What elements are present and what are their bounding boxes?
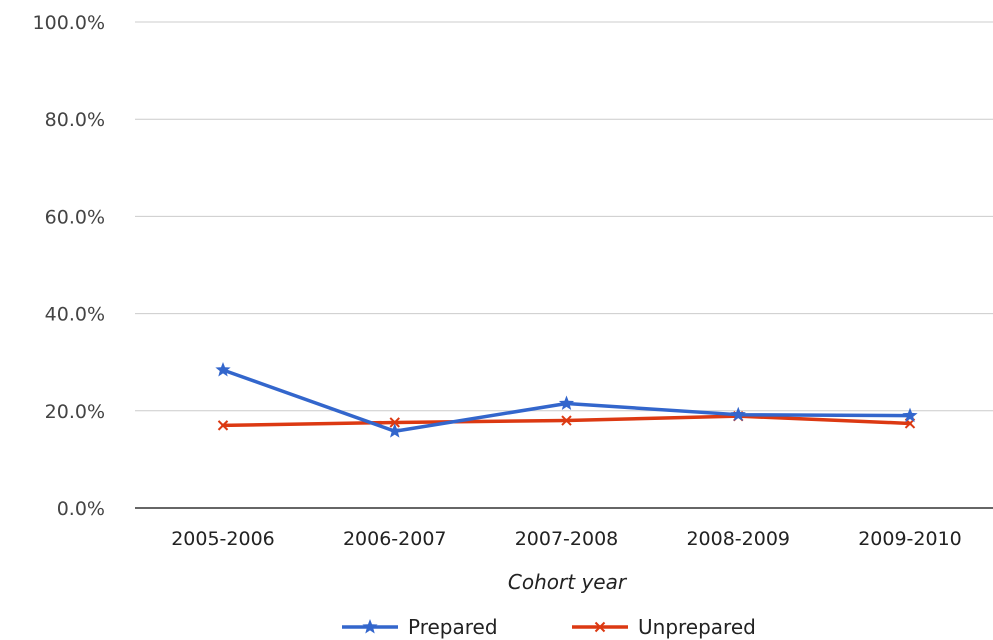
data-point-unprepared	[217, 420, 229, 431]
x-axis-ticks: 2005-2006 2006-2007 2007-2008 2008-2009 2009…	[171, 528, 962, 550]
x-axis-title: Cohort year	[508, 570, 628, 594]
y-tick-label: 20.0%	[45, 401, 105, 423]
y-tick-label: 40.0%	[45, 304, 105, 326]
x-tick-label: 2005-2006	[171, 528, 275, 550]
data-point-unprepared	[561, 415, 572, 426]
x-tick-label: 2009-2010	[858, 528, 962, 550]
data-point-prepared	[558, 395, 575, 410]
y-tick-label: 0.0%	[57, 498, 105, 520]
series-prepared	[215, 361, 918, 438]
y-tick-label: 100.0%	[33, 12, 105, 34]
legend-label-unprepared: Unprepared	[638, 615, 756, 639]
data-point-prepared	[215, 361, 231, 377]
data-point-prepared	[902, 407, 918, 423]
legend-marker-prepared	[362, 619, 378, 634]
x-tick-label: 2006-2007	[343, 528, 447, 550]
series-group	[215, 361, 918, 438]
y-tick-label: 60.0%	[45, 206, 105, 228]
data-point-prepared	[730, 406, 746, 422]
x-tick-label: 2007-2008	[515, 528, 619, 550]
legend: Prepared Unprepared	[342, 615, 756, 639]
data-point-unprepared	[389, 417, 400, 428]
data-point-prepared	[387, 423, 403, 438]
y-axis-ticks: 0.0% 20.0% 40.0% 60.0% 80.0% 100.0%	[33, 12, 105, 520]
legend-item-prepared: Prepared	[342, 615, 498, 639]
y-tick-label: 80.0%	[45, 109, 105, 131]
legend-marker-unprepared	[594, 621, 606, 633]
legend-item-unprepared: Unprepared	[572, 615, 756, 639]
legend-label-prepared: Prepared	[408, 615, 498, 639]
x-tick-label: 2008-2009	[686, 528, 790, 550]
gridlines	[135, 21, 993, 412]
